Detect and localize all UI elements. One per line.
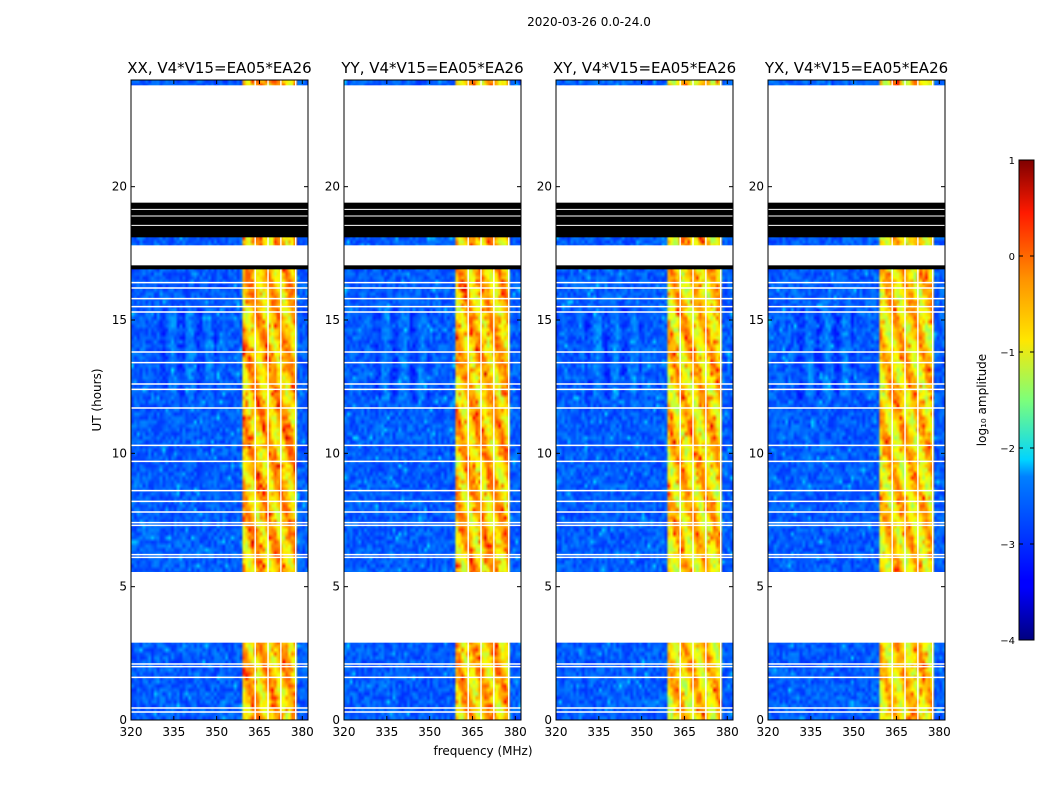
y-tick-label: 10 <box>325 446 340 460</box>
no-data-block <box>344 245 521 267</box>
no-data-block <box>344 572 521 643</box>
no-data-block <box>131 245 308 267</box>
colorbar-tick-label: −2 <box>1000 444 1015 455</box>
x-axis-label: frequency (MHz) <box>433 744 532 758</box>
heatmap-panel: XX, V4*V15=EA05*EA26 320 335 350 365 380 0 5 10 1… <box>112 59 314 739</box>
heatmap-panel: YY, V4*V15=EA05*EA26 320 335 350 365 380 0 5 10 1… <box>325 59 527 739</box>
y-tick-label: 0 <box>332 713 340 727</box>
x-tick-label: 365 <box>673 725 696 739</box>
colorbar-label: log₁₀ amplitude <box>975 354 989 446</box>
y-axis-label: UT (hours) <box>90 368 104 431</box>
x-tick-label: 365 <box>248 725 271 739</box>
colorbar-tick-label: −3 <box>1000 540 1015 551</box>
panel-title: XX, V4*V15=EA05*EA26 <box>127 59 311 77</box>
y-tick-label: 10 <box>537 446 552 460</box>
x-tick-label: 350 <box>842 725 865 739</box>
y-tick-label: 20 <box>112 180 127 194</box>
panel-frame <box>767 79 946 721</box>
x-tick-label: 320 <box>757 725 780 739</box>
colorbar-tick-label: −4 <box>1000 636 1015 647</box>
y-tick-label: 20 <box>325 180 340 194</box>
heatmap-panels: XX, V4*V15=EA05*EA26 320 335 350 365 380 0 5 10 1… <box>112 59 951 739</box>
colorbar-ticks: 1 0 −1 −2 −3 −4 <box>1000 156 1034 647</box>
no-data-block <box>768 572 945 643</box>
y-tick-label: 10 <box>112 446 127 460</box>
figure-title: 2020-03-26 0.0-24.0 <box>527 15 651 29</box>
panel-title: YY, V4*V15=EA05*EA26 <box>340 59 523 77</box>
y-tick-label: 0 <box>119 713 127 727</box>
y-tick-label: 15 <box>749 313 764 327</box>
colorbar-tick-label: 1 <box>1009 156 1015 167</box>
x-tick-label: 365 <box>461 725 484 739</box>
y-tick-label: 5 <box>119 580 127 594</box>
x-tick-label: 335 <box>162 725 185 739</box>
y-tick-label: 15 <box>325 313 340 327</box>
panel-frame <box>343 79 522 721</box>
y-tick-label: 10 <box>749 446 764 460</box>
y-tick-label: 15 <box>112 313 127 327</box>
saturated-block <box>131 202 308 238</box>
no-data-block <box>556 245 733 267</box>
y-tick-label: 5 <box>756 580 764 594</box>
x-tick-label: 380 <box>928 725 951 739</box>
x-tick-label: 320 <box>333 725 356 739</box>
y-tick-label: 0 <box>544 713 552 727</box>
y-tick-label: 5 <box>332 580 340 594</box>
saturated-block <box>768 265 945 270</box>
saturated-block <box>556 202 733 238</box>
panel-frame <box>555 79 734 721</box>
y-tick-label: 5 <box>544 580 552 594</box>
panel-title: YX, V4*V15=EA05*EA26 <box>764 59 948 77</box>
panel-title: XY, V4*V15=EA05*EA26 <box>553 59 736 77</box>
colorbar-tick-label: 0 <box>1009 252 1015 263</box>
x-tick-label: 365 <box>885 725 908 739</box>
x-tick-label: 320 <box>120 725 143 739</box>
colorbar-tick-label: −1 <box>1000 348 1015 359</box>
no-data-block <box>768 245 945 267</box>
colorbar: 1 0 −1 −2 −3 −4 log₁₀ amplitude <box>975 156 1035 647</box>
x-tick-label: 380 <box>716 725 739 739</box>
saturated-block <box>344 202 521 238</box>
x-tick-label: 380 <box>291 725 314 739</box>
saturated-block <box>131 265 308 270</box>
y-tick-label: 20 <box>749 180 764 194</box>
saturated-block <box>344 265 521 270</box>
no-data-block <box>131 572 308 643</box>
x-tick-label: 320 <box>545 725 568 739</box>
heatmap-panel: XY, V4*V15=EA05*EA26 320 335 350 365 380 0 5 10 1… <box>537 59 739 739</box>
x-tick-label: 335 <box>375 725 398 739</box>
saturated-block <box>556 265 733 270</box>
x-tick-label: 335 <box>799 725 822 739</box>
x-tick-label: 350 <box>630 725 653 739</box>
x-tick-label: 380 <box>504 725 527 739</box>
no-data-block <box>556 572 733 643</box>
x-tick-label: 335 <box>587 725 610 739</box>
saturated-block <box>768 202 945 238</box>
colorbar-gradient <box>1018 159 1035 641</box>
y-tick-label: 20 <box>537 180 552 194</box>
x-tick-label: 350 <box>205 725 228 739</box>
y-tick-label: 15 <box>537 313 552 327</box>
panel-frame <box>130 79 309 721</box>
heatmap-panel: YX, V4*V15=EA05*EA26 320 335 350 365 380 0 5 10 1… <box>749 59 951 739</box>
x-tick-label: 350 <box>418 725 441 739</box>
y-tick-label: 0 <box>756 713 764 727</box>
